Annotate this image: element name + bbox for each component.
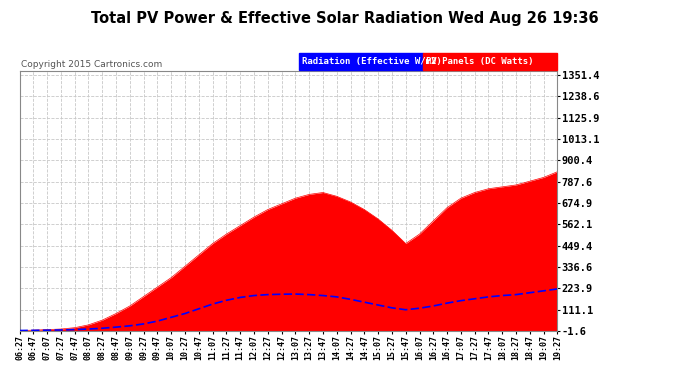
Text: Radiation (Effective W/m2): Radiation (Effective W/m2): [302, 57, 442, 66]
FancyBboxPatch shape: [299, 53, 423, 70]
FancyBboxPatch shape: [423, 53, 558, 70]
Text: Total PV Power & Effective Solar Radiation Wed Aug 26 19:36: Total PV Power & Effective Solar Radiati…: [91, 11, 599, 26]
Text: PV Panels (DC Watts): PV Panels (DC Watts): [426, 57, 533, 66]
Text: Copyright 2015 Cartronics.com: Copyright 2015 Cartronics.com: [21, 60, 162, 69]
